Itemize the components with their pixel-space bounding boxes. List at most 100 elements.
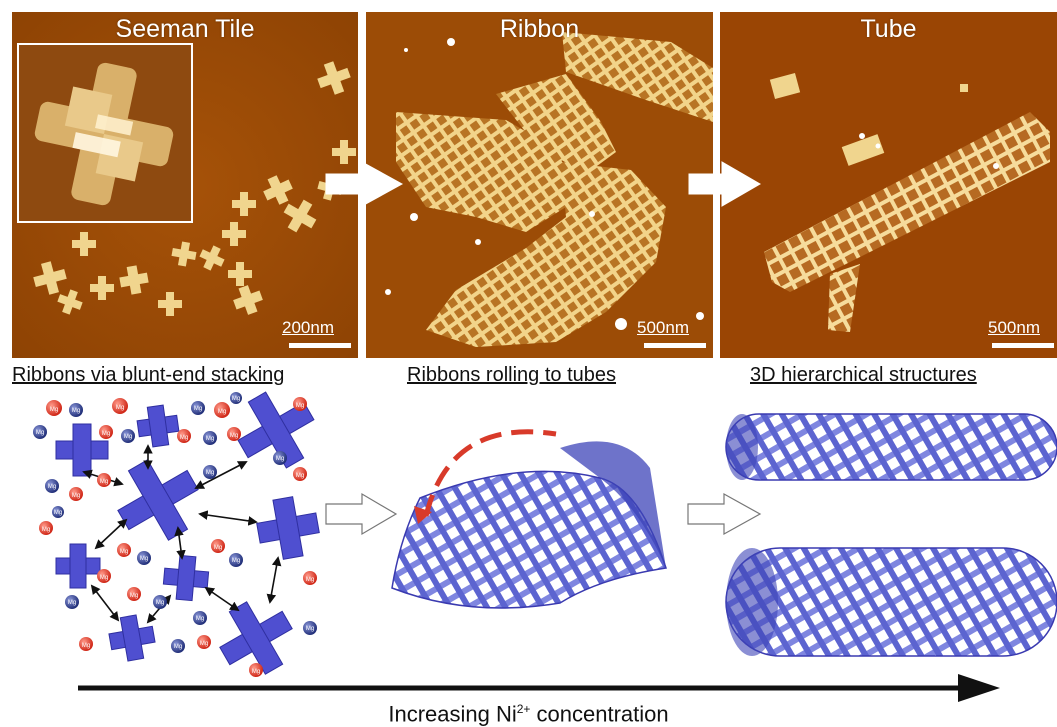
ion-red: Mg <box>99 425 113 439</box>
svg-text:Mg: Mg <box>54 510 62 516</box>
svg-text:Mg: Mg <box>100 575 108 581</box>
ion-navy: Mg <box>229 553 243 567</box>
afm-panel-ribbon: Ribbon 500nm <box>366 12 713 358</box>
seeman-tile-schematic <box>55 391 320 675</box>
ion-navy: Mg <box>45 479 59 493</box>
svg-text:Mg: Mg <box>68 600 76 606</box>
ion-red: Mg <box>69 487 83 501</box>
ion-navy: Mg <box>153 595 167 609</box>
ribbon-strip <box>426 162 666 347</box>
svg-text:Mg: Mg <box>130 593 138 599</box>
afm-panel-tube: Tube 500nm <box>720 12 1057 358</box>
ion-red: Mg <box>211 539 225 553</box>
svg-text:Mg: Mg <box>218 409 226 415</box>
ion-red: Mg <box>227 427 241 441</box>
ion-red: Mg <box>249 663 263 677</box>
panel-title-ribbon: Ribbon <box>499 15 580 43</box>
ion-red: Mg <box>293 467 307 481</box>
concentration-label-prefix: Increasing Ni <box>388 701 517 727</box>
svg-text:Mg: Mg <box>124 434 132 440</box>
dna-tube-top <box>725 413 1057 481</box>
ion-charge-superscript: 2+ <box>516 702 531 716</box>
process-arrow-icon <box>687 492 762 536</box>
ribbon-strip <box>396 112 566 232</box>
arrow-right-icon <box>325 161 404 207</box>
scale-bar <box>992 343 1054 348</box>
rolling-direction-arrow <box>423 429 557 517</box>
tube-structure <box>764 112 1050 292</box>
svg-text:Mg: Mg <box>232 558 240 564</box>
ion-navy: Mg <box>121 429 135 443</box>
svg-text:Mg: Mg <box>42 527 50 533</box>
schematic-illustration: Mg Mg Mg Mg Mg Mg Mg Mg Mg Mg Mg Mg Mg M… <box>33 391 1057 677</box>
scale-label: 500nm <box>988 318 1040 337</box>
afm-panel-seeman-tile: Seeman Tile 200nm <box>12 12 358 358</box>
ion-navy: Mg <box>203 431 217 445</box>
ion-red: Mg <box>214 402 230 418</box>
svg-text:Mg: Mg <box>276 456 284 462</box>
afm-debris <box>385 38 704 330</box>
interaction-arrows <box>82 444 282 624</box>
svg-text:Mg: Mg <box>174 644 182 650</box>
svg-text:Mg: Mg <box>230 433 238 439</box>
svg-text:Mg: Mg <box>82 643 90 649</box>
svg-text:Mg: Mg <box>100 479 108 485</box>
panel-title-tube: Tube <box>860 15 917 43</box>
ion-red: Mg <box>97 473 111 487</box>
svg-text:Mg: Mg <box>252 669 260 675</box>
svg-text:Mg: Mg <box>194 406 202 412</box>
svg-text:Mg: Mg <box>120 549 128 555</box>
ribbon-strip <box>496 74 616 174</box>
svg-text:Mg: Mg <box>140 556 148 562</box>
svg-text:Mg: Mg <box>156 600 164 606</box>
scale-bar <box>644 343 706 348</box>
ion-navy: Mg <box>191 401 205 415</box>
svg-text:Mg: Mg <box>50 407 58 413</box>
svg-text:Mg: Mg <box>36 430 44 436</box>
afm-debris <box>859 133 999 169</box>
panel-title-seeman-tile: Seeman Tile <box>115 15 255 43</box>
ion-navy: Mg <box>69 403 83 417</box>
svg-text:Mg: Mg <box>180 435 188 441</box>
scale-bar <box>289 343 351 348</box>
svg-text:Mg: Mg <box>206 470 214 476</box>
caption-blunt-end-stacking: Ribbons via blunt-end stacking <box>12 364 285 386</box>
svg-text:Mg: Mg <box>232 396 240 402</box>
svg-text:Mg: Mg <box>72 408 80 414</box>
afm-image-tube <box>720 12 1057 358</box>
ion-navy: Mg <box>52 506 64 518</box>
svg-text:Mg: Mg <box>72 493 80 499</box>
ion-red: Mg <box>97 569 111 583</box>
ion-navy: Mg <box>303 621 317 635</box>
scattered-tiles <box>33 61 356 316</box>
concentration-label: Increasing Ni2+ concentration <box>0 696 1057 727</box>
ion-navy: Mg <box>273 451 287 465</box>
svg-text:Mg: Mg <box>116 405 124 411</box>
ion-red: Mg <box>112 398 128 414</box>
ion-red: Mg <box>293 397 307 411</box>
rolling-ribbon-lattice <box>391 441 667 609</box>
ion-navy: Mg <box>230 392 242 404</box>
arrow-right-icon <box>688 161 761 207</box>
ion-navy: Mg <box>171 639 185 653</box>
ion-navy: Mg <box>203 465 217 479</box>
ribbon-strip <box>562 32 713 122</box>
svg-text:Mg: Mg <box>206 436 214 442</box>
svg-text:Mg: Mg <box>214 545 222 551</box>
caption-3d-hierarchical: 3D hierarchical structures <box>750 364 977 386</box>
ion-navy: Mg <box>137 551 151 565</box>
svg-text:Mg: Mg <box>306 577 314 583</box>
inset-tile-closeup <box>34 62 174 206</box>
caption-ribbons-rolling: Ribbons rolling to tubes <box>407 364 617 386</box>
ion-red: Mg <box>79 637 93 651</box>
process-arrow-icon <box>325 492 398 536</box>
svg-text:Mg: Mg <box>196 616 204 622</box>
svg-text:Mg: Mg <box>296 473 304 479</box>
concentration-arrow <box>78 674 1000 702</box>
ion-red: Mg <box>46 400 62 416</box>
arrow-head-icon <box>958 674 1000 702</box>
ion-navy: Mg <box>65 595 79 609</box>
mg-ion-spheres: Mg Mg Mg Mg Mg Mg Mg Mg Mg Mg Mg Mg Mg M… <box>33 392 317 677</box>
afm-image-tiles <box>12 12 358 358</box>
